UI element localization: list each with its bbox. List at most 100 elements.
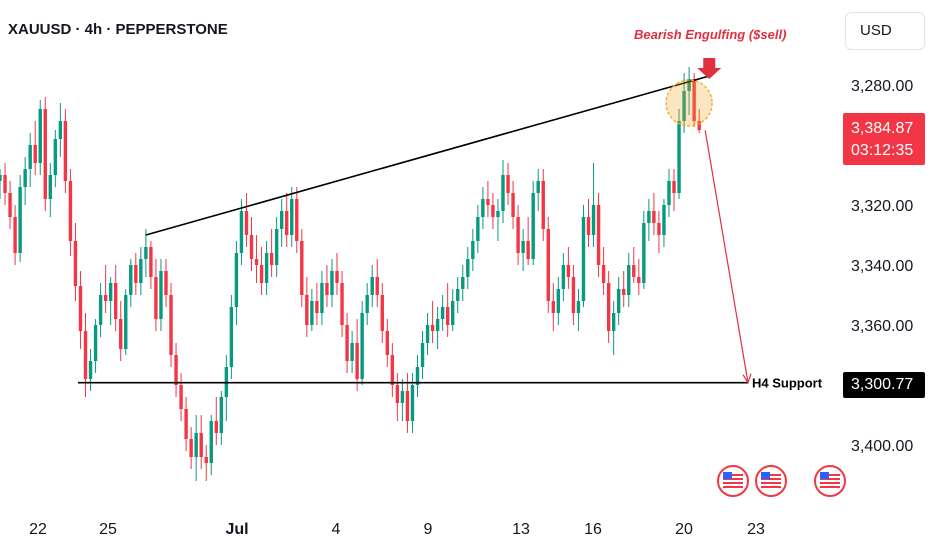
candle-body[interactable] (234, 253, 239, 307)
candle-body[interactable] (526, 241, 530, 259)
candle-body[interactable] (68, 181, 73, 241)
candle-body[interactable] (425, 325, 430, 343)
us-flag-icon[interactable] (814, 465, 846, 497)
candle-body[interactable] (8, 193, 12, 217)
candle-body[interactable] (310, 301, 314, 325)
candle-body[interactable] (456, 289, 460, 301)
candle-body[interactable] (360, 313, 364, 379)
candle-body[interactable] (627, 265, 631, 295)
candle-body[interactable] (571, 277, 576, 313)
candle-body[interactable] (652, 211, 656, 223)
candle-body[interactable] (83, 331, 88, 379)
candle-body[interactable] (546, 229, 550, 301)
candle-body[interactable] (184, 409, 188, 439)
candle-body[interactable] (3, 175, 7, 193)
candle-body[interactable] (53, 139, 58, 175)
candle-body[interactable] (13, 217, 17, 253)
candle-body[interactable] (18, 187, 22, 253)
candle-body[interactable] (139, 259, 143, 283)
us-flag-icon[interactable] (755, 465, 787, 497)
candle-body[interactable] (154, 277, 158, 319)
candle-body[interactable] (395, 385, 400, 403)
candle-body[interactable] (667, 181, 671, 205)
candle-body[interactable] (601, 265, 606, 283)
candle-body[interactable] (642, 223, 646, 283)
candle-body[interactable] (340, 283, 344, 325)
candle-body[interactable] (290, 199, 294, 235)
candle-body[interactable] (78, 286, 83, 331)
candle-body[interactable] (355, 343, 359, 379)
candle-body[interactable] (23, 169, 27, 187)
candle-body[interactable] (254, 259, 259, 265)
candle-body[interactable] (0, 175, 2, 181)
candle-body[interactable] (108, 283, 113, 301)
candle-body[interactable] (164, 271, 168, 295)
candle-body[interactable] (476, 217, 480, 241)
candle-body[interactable] (566, 265, 571, 277)
candle-body[interactable] (345, 325, 349, 361)
candle-body[interactable] (63, 121, 68, 181)
candle-body[interactable] (596, 205, 601, 265)
candle-body[interactable] (375, 277, 379, 295)
candle-body[interactable] (113, 283, 118, 319)
candle-body[interactable] (380, 295, 384, 331)
candle-body[interactable] (219, 397, 224, 433)
resistance-trendline[interactable] (145, 75, 710, 236)
candle-body[interactable] (400, 391, 405, 403)
candle-body[interactable] (420, 343, 425, 367)
candle-body[interactable] (647, 211, 651, 223)
candle-body[interactable] (556, 289, 561, 313)
candle-body[interactable] (637, 277, 641, 283)
candle-body[interactable] (581, 217, 586, 301)
candle-body[interactable] (481, 199, 485, 217)
candle-body[interactable] (295, 199, 299, 241)
candle-body[interactable] (662, 205, 666, 235)
candle-body[interactable] (616, 289, 621, 313)
candle-body[interactable] (149, 247, 153, 277)
candle-body[interactable] (189, 439, 193, 457)
candle-body[interactable] (697, 121, 701, 130)
candle-body[interactable] (124, 295, 128, 349)
candle-body[interactable] (279, 211, 284, 229)
candle-body[interactable] (415, 367, 420, 385)
candle-body[interactable] (320, 283, 324, 313)
candle-body[interactable] (491, 205, 495, 217)
candle-body[interactable] (249, 235, 254, 259)
us-flag-icon[interactable] (717, 465, 749, 497)
candle-body[interactable] (622, 289, 626, 295)
candle-body[interactable] (209, 421, 213, 463)
candle-body[interactable] (486, 199, 490, 205)
candle-body[interactable] (385, 331, 390, 355)
candle-body[interactable] (390, 355, 395, 385)
candle-body[interactable] (506, 175, 510, 193)
candle-body[interactable] (43, 109, 47, 199)
candle-body[interactable] (264, 253, 269, 283)
candle-body[interactable] (672, 181, 676, 193)
candle-body[interactable] (461, 277, 465, 289)
candle-body[interactable] (435, 319, 440, 331)
candle-body[interactable] (58, 121, 63, 139)
candle-body[interactable] (692, 79, 696, 121)
candle-body[interactable] (466, 259, 470, 277)
candle-body[interactable] (129, 265, 133, 295)
candle-body[interactable] (330, 271, 334, 295)
candle-body[interactable] (144, 247, 148, 259)
candle-body[interactable] (365, 295, 369, 313)
candle-body[interactable] (606, 283, 611, 331)
candle-body[interactable] (239, 211, 244, 253)
candle-body[interactable] (350, 343, 354, 361)
candle-body[interactable] (119, 319, 123, 349)
candle-body[interactable] (305, 295, 309, 325)
candle-body[interactable] (521, 241, 525, 253)
candle-body[interactable] (214, 421, 218, 433)
candle-body[interactable] (440, 307, 445, 319)
candle-body[interactable] (451, 301, 455, 325)
candle-body[interactable] (33, 145, 37, 163)
candle-body[interactable] (335, 271, 339, 283)
candle-body[interactable] (591, 205, 596, 235)
candle-body[interactable] (194, 433, 198, 457)
candle-body[interactable] (159, 271, 163, 319)
candle-body[interactable] (204, 457, 208, 463)
candle-body[interactable] (471, 241, 475, 259)
